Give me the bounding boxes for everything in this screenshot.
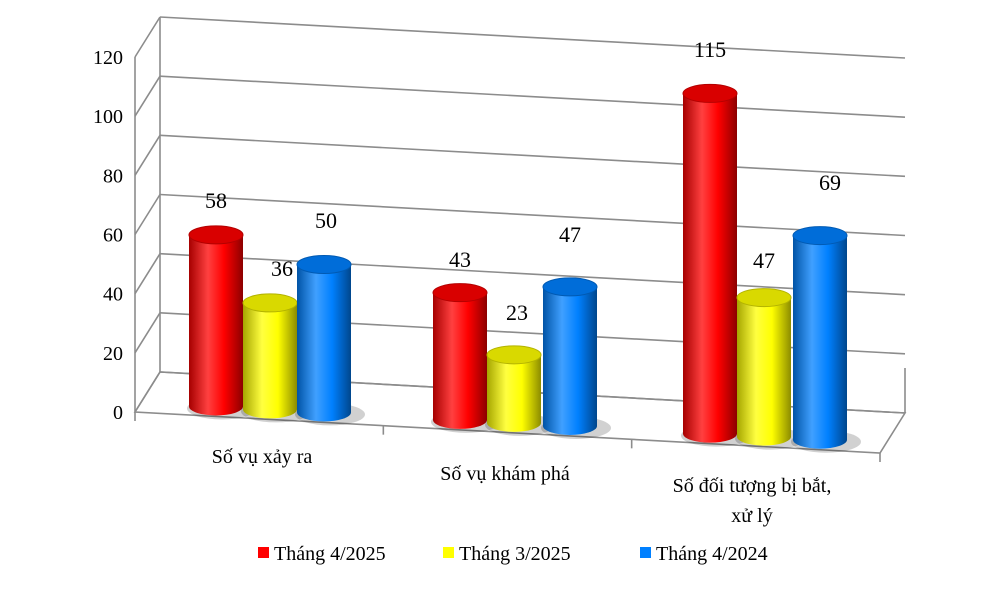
bar-body xyxy=(297,264,351,422)
bar-body xyxy=(737,297,791,446)
bar xyxy=(187,225,257,420)
bar-top xyxy=(188,225,244,245)
bar-body xyxy=(793,235,847,449)
y-tick-label: 0 xyxy=(113,402,123,424)
data-label: 43 xyxy=(449,247,471,272)
gridline-side xyxy=(134,134,161,176)
legend-label: Tháng 4/2024 xyxy=(656,543,768,565)
data-label: 36 xyxy=(271,256,293,281)
legend-swatch xyxy=(640,547,651,558)
data-label: 58 xyxy=(205,188,227,213)
bar-top xyxy=(296,254,352,274)
y-tick-label: 40 xyxy=(103,284,123,306)
y-tick-label: 20 xyxy=(103,343,123,365)
gridline xyxy=(159,75,906,118)
bar xyxy=(295,254,365,426)
x-category-label: Số đối tượng bị bắt, xử lý xyxy=(673,475,832,527)
y-tick-label: 60 xyxy=(103,225,123,247)
gridline-side xyxy=(134,194,161,235)
legend-swatch xyxy=(443,547,454,558)
data-label: 47 xyxy=(753,248,775,273)
gridline-side xyxy=(134,16,161,58)
data-label: 50 xyxy=(315,208,337,233)
bar-body xyxy=(683,93,737,443)
bar-top xyxy=(736,288,792,308)
bar-top xyxy=(542,277,598,297)
bar xyxy=(791,226,861,453)
bar xyxy=(431,283,501,433)
bar xyxy=(241,293,311,423)
y-axis-ticks: 0 20 40 60 80 100 120 xyxy=(93,47,123,424)
bar-top xyxy=(242,293,298,313)
bar-body xyxy=(433,292,487,429)
bar xyxy=(735,288,805,450)
bar-body xyxy=(243,302,297,419)
legend-item: Tháng 4/2025 xyxy=(258,543,386,565)
gridline-side xyxy=(134,312,161,354)
gridline-side xyxy=(134,253,161,295)
bar-top xyxy=(792,226,848,246)
bar-top xyxy=(432,283,488,303)
x-axis-categories: Số vụ xảy ra Số vụ khám phá Số đối tượng b… xyxy=(212,446,832,527)
gridline xyxy=(159,16,906,59)
gridline xyxy=(159,134,906,178)
bar xyxy=(681,83,751,447)
legend-label: Tháng 3/2025 xyxy=(459,543,571,565)
data-label: 115 xyxy=(694,37,726,62)
bar xyxy=(485,345,555,436)
legend-swatch xyxy=(258,547,269,558)
bars xyxy=(187,83,861,453)
bar-body xyxy=(189,234,243,416)
bar-top xyxy=(486,345,542,365)
gridline-side xyxy=(134,75,161,117)
y-tick-label: 100 xyxy=(93,106,123,128)
gridline xyxy=(159,193,906,237)
legend-item: Tháng 3/2025 xyxy=(443,543,571,565)
legend-item: Tháng 4/2024 xyxy=(640,543,768,565)
bar-body xyxy=(543,286,597,435)
y-tick-label: 80 xyxy=(103,165,123,187)
data-label: 23 xyxy=(506,300,528,325)
legend-label: Tháng 4/2025 xyxy=(274,543,386,565)
x-category-label: Số vụ xảy ra xyxy=(212,446,313,468)
bar-top xyxy=(682,83,738,103)
x-category-label: Số vụ khám phá xyxy=(440,463,570,485)
y-tick-label: 120 xyxy=(93,47,123,69)
data-label: 69 xyxy=(819,170,841,195)
data-labels: 58 36 50 43 23 47 115 47 69 xyxy=(205,37,841,325)
gridline xyxy=(159,252,906,296)
gridline-side xyxy=(134,371,161,413)
data-label: 47 xyxy=(559,222,581,247)
axes xyxy=(134,17,906,462)
legend: Tháng 4/2025 Tháng 3/2025 Tháng 4/2024 xyxy=(258,543,768,565)
bar xyxy=(541,277,611,439)
bar-body xyxy=(487,354,541,432)
